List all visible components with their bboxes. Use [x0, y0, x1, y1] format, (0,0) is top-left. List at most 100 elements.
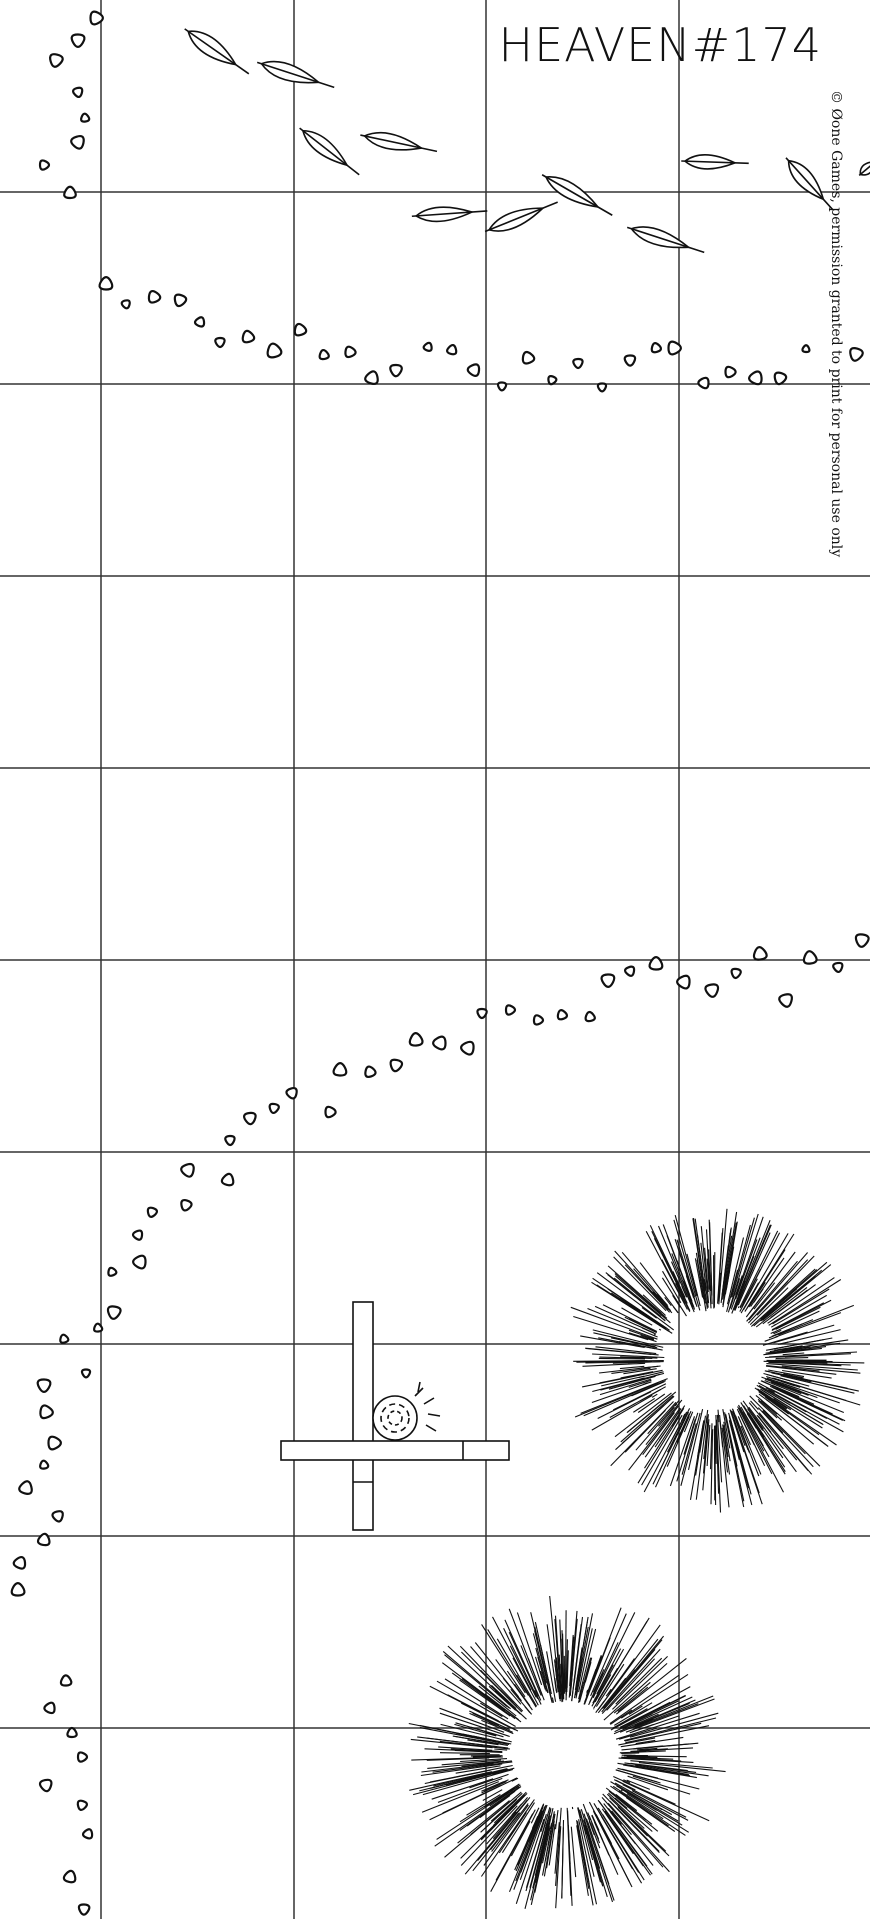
sign-post-vertical [352, 1301, 374, 1531]
path-stone [39, 1404, 54, 1420]
copyright-notice: © Øone Games, permission granted to prin… [828, 90, 844, 558]
path-stone [49, 53, 64, 68]
path-stone [584, 1010, 596, 1023]
path-stone [39, 1459, 50, 1470]
path-stone [59, 1674, 73, 1687]
path-stone [147, 289, 162, 304]
path-stone [422, 341, 433, 352]
path-stone [432, 1035, 447, 1051]
path-stone [132, 1254, 147, 1270]
path-stone [47, 1435, 62, 1451]
path-stone [476, 1007, 488, 1020]
spiky-bush [408, 1595, 726, 1909]
path-stone [10, 1582, 26, 1597]
path-stone [667, 340, 682, 356]
leaf [299, 127, 360, 176]
path-stone [18, 1480, 33, 1495]
path-stone [648, 956, 664, 971]
leaf [184, 28, 250, 75]
path-stone [344, 345, 357, 359]
path-stone [214, 336, 226, 349]
path-stone [12, 1555, 27, 1570]
tree-stump-ring [387, 1410, 403, 1426]
path-stone [697, 376, 710, 390]
path-stone [572, 357, 584, 370]
path-stone [89, 10, 104, 26]
path-stone [849, 347, 864, 362]
spiky-bushes [408, 1208, 865, 1909]
path-stone [220, 1172, 235, 1187]
path-stone [773, 371, 788, 386]
sign-board-horizontal [280, 1440, 510, 1461]
path-stone [62, 1869, 77, 1884]
crossroads-sign [280, 1301, 510, 1531]
path-stone [38, 159, 51, 171]
path-stone [180, 1198, 193, 1212]
path-stone [521, 350, 536, 365]
path-stone [466, 363, 481, 377]
path-stone [59, 1333, 70, 1344]
path-stone [650, 342, 663, 354]
path-stone [324, 1105, 337, 1119]
path-stone [77, 1903, 91, 1916]
path-stone [131, 1229, 144, 1241]
path-stone [120, 299, 131, 310]
path-stone [446, 343, 458, 356]
stump-grass [414, 1381, 441, 1432]
path-stone [752, 946, 768, 961]
path-stone [146, 1206, 158, 1218]
path-stone [460, 1040, 475, 1056]
path-stone [801, 344, 811, 354]
path-stone [854, 933, 870, 948]
map-title: HEAVEN#174 [498, 18, 822, 72]
path-stone [802, 950, 818, 965]
path-stone [293, 322, 308, 337]
path-stone [389, 1058, 404, 1073]
path-stone [70, 134, 85, 150]
leaf [256, 60, 335, 89]
path-stone [623, 354, 637, 367]
leaf [626, 226, 705, 254]
path-stone [98, 276, 114, 291]
path-stone [364, 1065, 377, 1079]
path-stone [285, 1086, 298, 1100]
path-stone [600, 973, 616, 988]
path-stone [408, 1032, 424, 1047]
path-stone [81, 1828, 94, 1840]
path-stone [80, 112, 91, 123]
path-stone [93, 1322, 104, 1333]
path-stone [332, 1062, 348, 1077]
path-stone [496, 381, 508, 392]
path-stone [730, 967, 742, 980]
path-stone [832, 961, 844, 974]
path-stone [778, 993, 793, 1008]
leaf [858, 157, 870, 177]
path-stone [36, 1532, 51, 1547]
path-stone [556, 1009, 568, 1021]
leaf [541, 174, 613, 216]
path-stone [66, 1726, 78, 1739]
leaf [411, 206, 488, 223]
path-stone [80, 1368, 92, 1379]
path-stone [51, 1510, 64, 1523]
stone-paths [10, 10, 870, 1916]
path-stone [243, 1111, 257, 1126]
path-stone [318, 348, 330, 361]
spiky-bush [570, 1208, 865, 1513]
path-stone [241, 329, 256, 344]
path-stone [623, 965, 636, 977]
path-stone [532, 1014, 545, 1026]
path-stone [704, 983, 720, 998]
path-stone [36, 1378, 52, 1393]
path-stone [748, 370, 763, 386]
path-stone [76, 1799, 88, 1811]
leaf [785, 157, 834, 211]
leaf [360, 131, 438, 153]
path-stone [63, 185, 77, 200]
path-stone [266, 342, 283, 359]
path-stone [106, 1305, 122, 1320]
path-stone [364, 370, 379, 386]
falling-leaves [184, 28, 870, 254]
path-stone [224, 1134, 236, 1147]
